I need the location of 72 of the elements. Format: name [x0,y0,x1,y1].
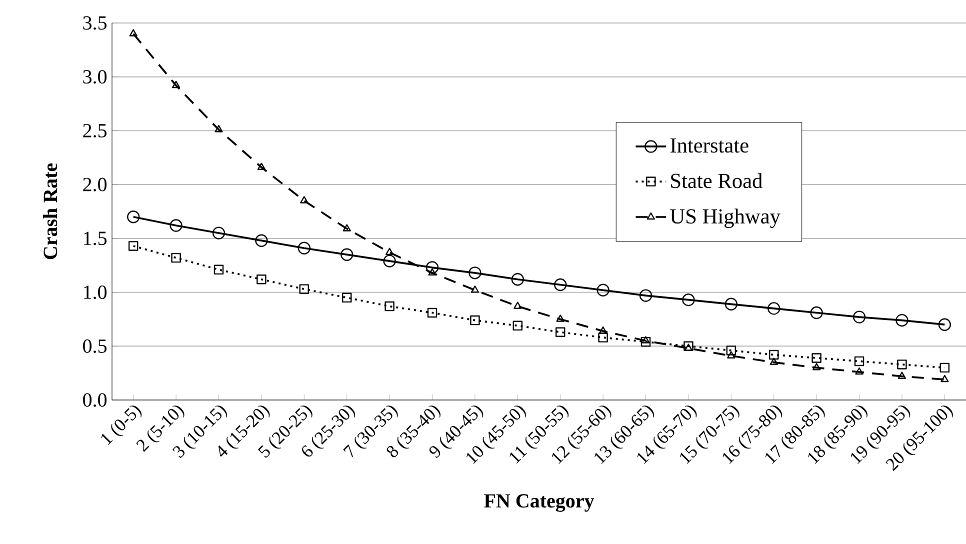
point [342,292,352,303]
legend-label: State Road [671,173,762,188]
point [768,302,780,315]
point [127,210,140,224]
point [598,326,608,334]
point [855,367,864,375]
y-tick-label: 3.5 [83,16,107,30]
point [256,274,266,284]
point [129,29,138,36]
point [642,336,650,344]
point [257,162,266,170]
point [383,254,396,268]
point [172,80,180,88]
point [596,284,610,296]
y-tick-label: 3.0 [83,70,107,84]
point [727,351,736,358]
y-tick-label: 1.5 [84,232,107,246]
point [724,298,738,310]
point [214,264,224,275]
point [255,234,268,247]
point [299,284,310,294]
point [852,310,866,324]
point [340,248,354,261]
point [556,314,564,322]
point [170,219,182,232]
point [511,273,524,286]
point [812,353,822,363]
point [128,241,138,251]
point [897,360,907,370]
point [470,286,480,293]
y-tick-label: 2.5 [83,124,107,138]
x-axis-title: FN Category [484,494,594,512]
y-tick-label: 1.0 [84,286,107,300]
point [212,226,226,240]
point [384,301,394,312]
point [684,344,693,351]
point [768,350,779,360]
point [342,224,351,232]
point [854,356,864,366]
legend-label: US Highway [670,208,780,228]
point [300,196,308,204]
point [938,318,951,331]
point [898,372,906,379]
point [214,125,223,132]
point [810,306,823,320]
point [512,320,523,331]
y-axis-title: Crash Rate [43,163,58,260]
point [554,278,567,292]
point [940,374,949,382]
y-tick-label: 0.5 [83,339,107,353]
point [640,336,651,347]
point [682,293,695,306]
point [385,248,394,256]
point [555,327,566,338]
y-tick-label: 0.0 [83,393,107,407]
point [171,252,181,263]
point [468,266,482,280]
point [812,363,821,370]
point [639,289,652,302]
point [940,362,950,373]
point [770,358,778,365]
point [896,314,908,327]
point [684,341,694,352]
point [514,302,522,309]
point [426,261,439,274]
point [470,315,480,326]
legend-label: Interstate [670,138,748,153]
point [298,242,310,254]
point [726,346,736,356]
y-tick-label: 2.0 [83,178,107,192]
point [427,308,438,318]
point [598,332,608,342]
